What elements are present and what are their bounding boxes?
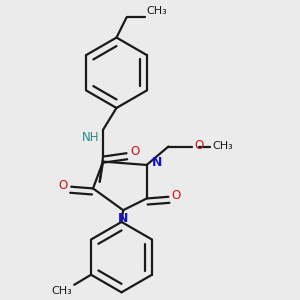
Text: N: N [152,156,162,169]
Text: O: O [172,189,181,202]
Text: CH₃: CH₃ [52,286,73,296]
Text: N: N [118,212,128,225]
Text: NH: NH [82,131,100,144]
Text: CH₃: CH₃ [147,6,167,16]
Text: CH₃: CH₃ [212,140,233,151]
Text: O: O [130,145,139,158]
Text: O: O [58,178,68,192]
Text: O: O [195,139,204,152]
